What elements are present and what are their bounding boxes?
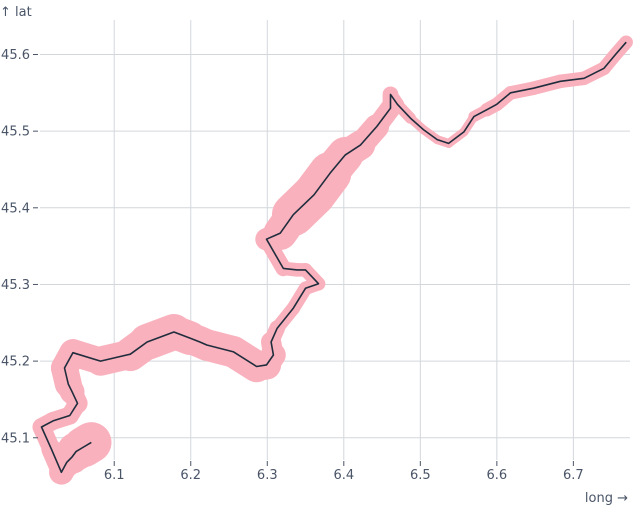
x-axis-label: long →: [585, 491, 628, 506]
x-tick-label: 6.4: [333, 468, 354, 483]
y-tick-label: 45.5: [1, 125, 30, 140]
x-tick-label: 6.3: [257, 468, 278, 483]
x-tick-label: 6.7: [563, 468, 584, 483]
y-tick-label: 45.2: [1, 355, 30, 370]
x-tick-label: 6.6: [487, 468, 508, 483]
y-axis-label: ↑ lat: [0, 5, 32, 20]
x-tick-label: 6.5: [410, 468, 431, 483]
y-axis: 45.1 45.2 45.3 45.4 45.5 45.6: [1, 48, 38, 446]
x-axis: 6.1 6.2 6.3 6.4 6.5 6.6 6.7: [104, 461, 584, 483]
halo-layer: [32, 35, 633, 485]
y-tick-label: 45.1: [1, 431, 30, 446]
x-tick-label: 6.1: [104, 468, 125, 483]
grid: [40, 20, 630, 460]
y-tick-label: 45.6: [1, 48, 30, 63]
y-tick-label: 45.4: [1, 201, 30, 216]
x-tick-label: 6.2: [180, 468, 201, 483]
series-line: [40, 41, 627, 474]
y-tick-label: 45.3: [1, 278, 30, 293]
